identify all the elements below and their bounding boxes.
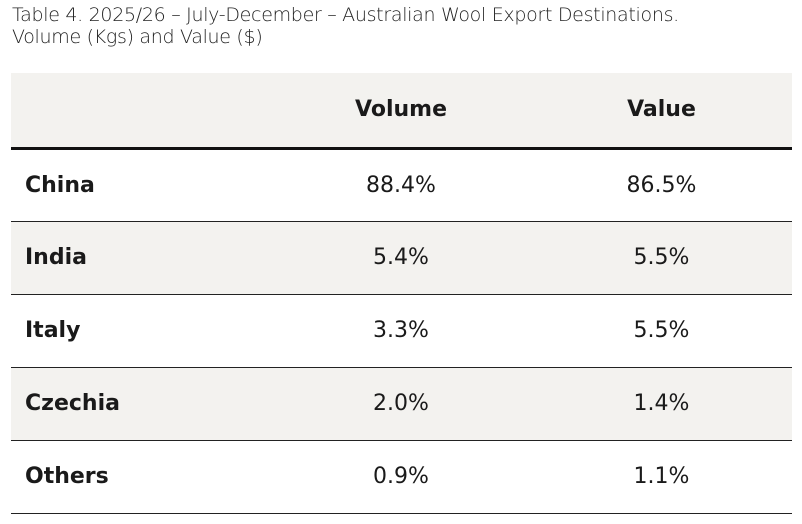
- destination-cell: India: [25, 245, 87, 270]
- value-cell: 1.1%: [633, 464, 690, 489]
- title-line-2: Volume (Kgs) and Value ($): [12, 26, 263, 48]
- title-line-1: Table 4. 2025/26 – July-December – Austr…: [12, 4, 679, 26]
- volume-cell: 3.3%: [373, 318, 429, 343]
- value-cell: 86.5%: [626, 172, 697, 198]
- export-destinations-table: Volume Value China 88.4% 86.5% India 5.4…: [11, 73, 792, 514]
- table-row: India 5.4% 5.5%: [11, 221, 792, 294]
- header-value: Value: [531, 73, 792, 150]
- destination-cell: China: [25, 172, 95, 198]
- value-cell: 1.4%: [633, 391, 690, 416]
- volume-cell: 88.4%: [366, 172, 436, 198]
- volume-cell: 5.4%: [373, 245, 429, 270]
- header-destination: [11, 73, 271, 150]
- header-row: Volume Value: [11, 73, 792, 150]
- destination-cell: Czechia: [25, 391, 120, 416]
- volume-cell: 0.9%: [373, 464, 429, 489]
- table-row: Czechia 2.0% 1.4%: [11, 367, 792, 440]
- header-volume: Volume: [271, 73, 531, 150]
- value-cell: 5.5%: [633, 318, 690, 343]
- table-row: Others 0.9% 1.1%: [11, 440, 792, 513]
- table-row: Italy 3.3% 5.5%: [11, 294, 792, 367]
- table-title: Table 4. 2025/26 – July-December – Austr…: [12, 4, 679, 48]
- table-row: China 88.4% 86.5%: [11, 148, 792, 221]
- destination-cell: Others: [25, 464, 109, 489]
- destination-cell: Italy: [25, 318, 81, 343]
- value-cell: 5.5%: [633, 245, 690, 270]
- volume-cell: 2.0%: [373, 391, 429, 416]
